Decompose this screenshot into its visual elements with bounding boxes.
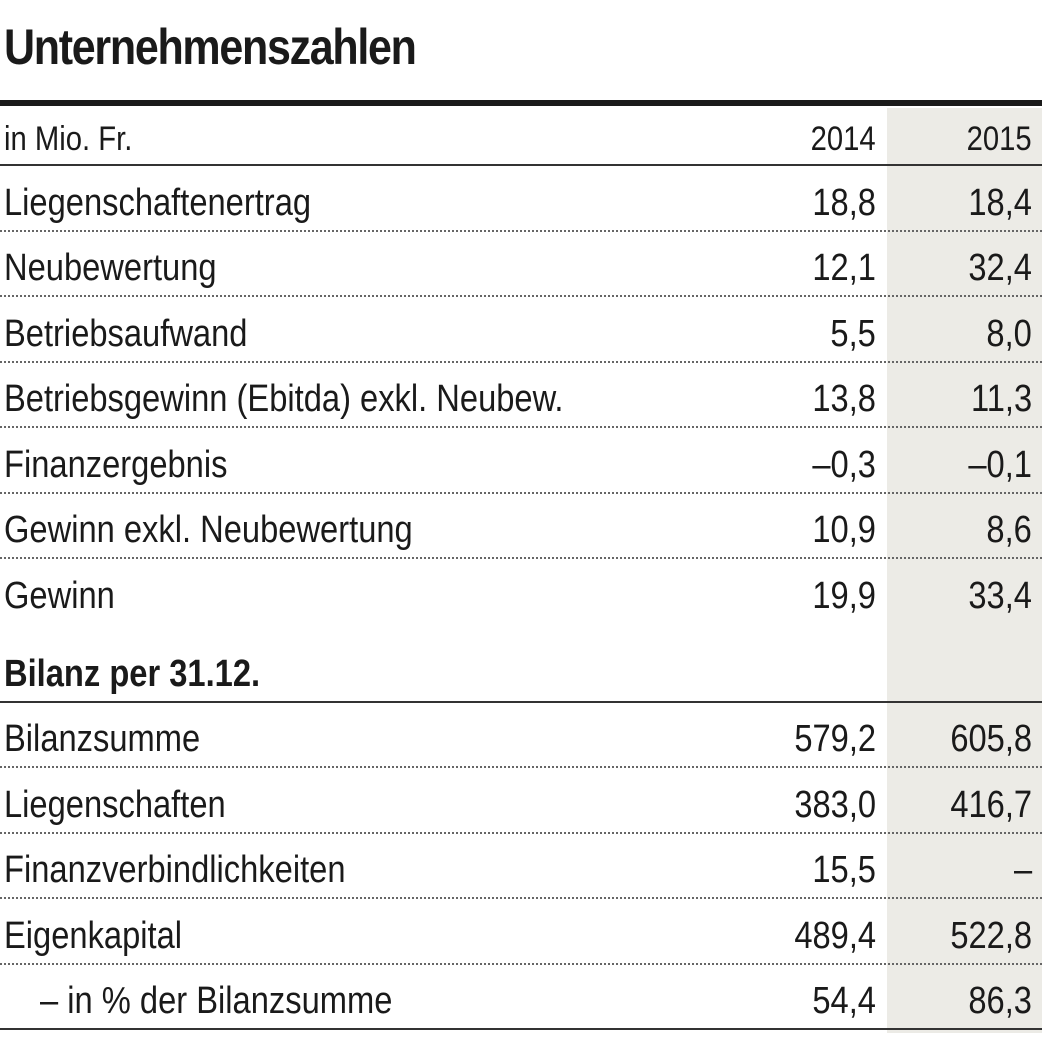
table-row-divider	[0, 295, 1042, 297]
table-row-label: Neubewertung	[4, 247, 217, 289]
table-row-label: Finanzverbindlichkeiten	[4, 849, 346, 891]
table-row-divider	[0, 897, 1042, 899]
table-row-value-2014: 5,5	[830, 312, 876, 355]
table-row-value-2014: 19,9	[812, 574, 876, 617]
table-row-value-2015: 522,8	[950, 914, 1032, 957]
table-row: Bilanzsumme 579,2 605,8	[0, 703, 1042, 768]
table-row-value-2015: 8,6	[986, 509, 1032, 551]
table-header-row: in Mio. Fr. 2014 2015	[0, 108, 1042, 166]
table-row-value-2014: 12,1	[812, 247, 876, 289]
table-row-label: Liegenschaftenertrag	[4, 181, 312, 224]
table-row: Gewinn exkl. Neubewertung 10,9 8,6	[0, 494, 1042, 559]
table-row-value-2015: 86,3	[968, 980, 1032, 1022]
page-title: Unternehmenszahlen	[4, 19, 417, 75]
table-row-value-2015: 8,0	[986, 312, 1032, 355]
table-row-value-2014: 10,9	[812, 509, 876, 551]
table-row-value-2014: 13,8	[812, 378, 876, 420]
table-row-label: Gewinn	[4, 574, 115, 617]
table-row-value-2015: 18,4	[968, 181, 1032, 224]
table-row-divider	[0, 1028, 1042, 1030]
table-row-value-2014: 54,4	[812, 980, 876, 1022]
column-header-2015: 2015	[966, 120, 1032, 158]
unit-label: in Mio. Fr.	[4, 120, 133, 158]
highlight-column-2015	[887, 108, 1042, 1033]
section-title-row-divider	[0, 700, 1042, 703]
table-row-label: Gewinn exkl. Neubewertung	[4, 509, 413, 551]
table-row-value-2014: –0,3	[812, 443, 876, 486]
table-row-value-2015: –	[1013, 849, 1032, 891]
table-row-divider	[0, 491, 1042, 494]
table-row-label: – in % der Bilanzsumme	[40, 980, 393, 1022]
section-title-row-label: Bilanz per 31.12.	[4, 652, 261, 695]
table-row-divider	[0, 360, 1042, 363]
column-header-2014: 2014	[810, 120, 876, 158]
table-row: Betriebsaufwand 5,5 8,0	[0, 297, 1042, 363]
table-row-value-2015: 605,8	[950, 718, 1032, 760]
top-rule	[0, 100, 1042, 106]
table-row-value-2014: 18,8	[812, 181, 876, 224]
table-row-label: Betriebsaufwand	[4, 312, 248, 355]
table-row-value-2015: 416,7	[950, 783, 1032, 826]
table-row: Betriebsgewinn (Ebitda) exkl. Neubew. 13,…	[0, 363, 1042, 428]
table-row-value-2015: 11,3	[970, 378, 1032, 420]
table-row-label: Liegenschaften	[4, 783, 226, 826]
table-row-divider	[0, 557, 1042, 559]
header-divider	[0, 164, 1042, 166]
table-row: Finanzergebnis –0,3 –0,1	[0, 428, 1042, 494]
table-row: Liegenschaftenertrag 18,8 18,4	[0, 166, 1042, 232]
table-row-value-2015: 33,4	[968, 574, 1032, 617]
table-row-divider	[0, 831, 1042, 834]
table-row-divider	[0, 962, 1042, 965]
table-row-label: Betriebsgewinn (Ebitda) exkl. Neubew.	[4, 378, 564, 420]
table-row: Gewinn 19,9 33,4	[0, 559, 1042, 625]
table-row-value-2014: 383,0	[794, 783, 876, 826]
table-row: Finanzverbindlichkeiten 15,5 –	[0, 834, 1042, 899]
table-row-label: Eigenkapital	[4, 914, 183, 957]
table-row-value-2015: 32,4	[968, 247, 1032, 289]
table-row-value-2014: 489,4	[794, 914, 876, 957]
table-row-divider	[0, 426, 1042, 428]
table-row: Eigenkapital 489,4 522,8	[0, 899, 1042, 965]
table-row-value-2015: –0,1	[968, 443, 1032, 486]
table-row-value-2014: 15,5	[812, 849, 876, 891]
table-row: Liegenschaften 383,0 416,7	[0, 768, 1042, 834]
table-row: Neubewertung 12,1 32,4	[0, 232, 1042, 297]
table-row-label: Finanzergebnis	[4, 443, 228, 486]
table-row-value-2014: 579,2	[794, 718, 876, 760]
table-row: – in % der Bilanzsumme 54,4 86,3	[0, 965, 1042, 1030]
table-row-label: Bilanzsumme	[4, 718, 201, 760]
section-title-row: Bilanz per 31.12.	[0, 625, 1042, 703]
table-row-divider	[0, 229, 1042, 232]
table-row-divider	[0, 766, 1042, 768]
